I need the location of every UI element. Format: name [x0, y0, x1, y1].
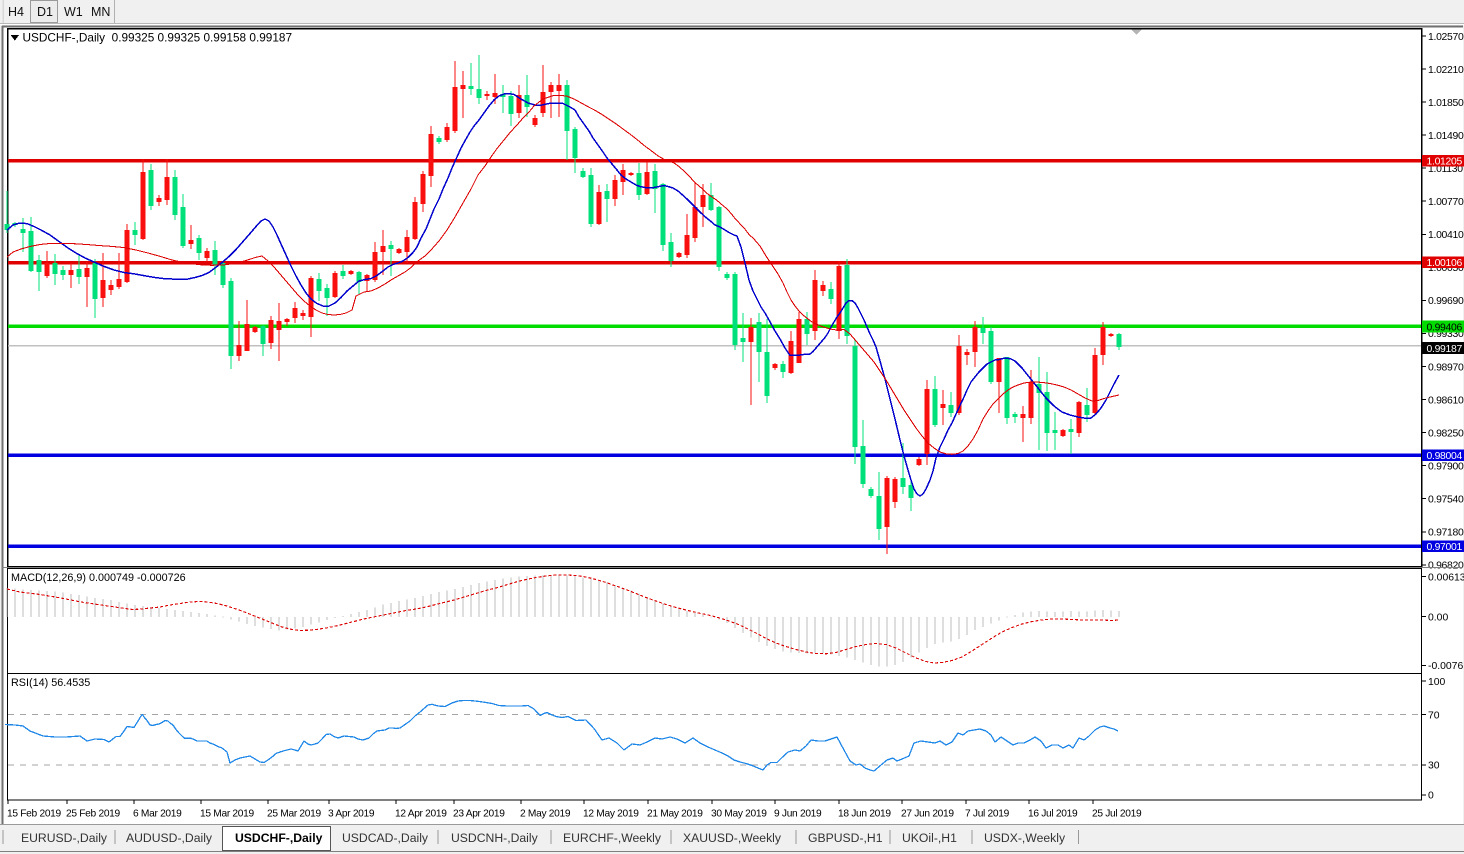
svg-text:GBPUSD-,H1: GBPUSD-,H1 — [808, 831, 883, 845]
svg-text:USDCHF-,Daily 0.99325 0.99325: USDCHF-,Daily 0.99325 0.99325 0.99158 0.… — [23, 31, 293, 45]
svg-text:0.97001: 0.97001 — [1427, 542, 1463, 553]
svg-text:USDCNH-,Daily: USDCNH-,Daily — [451, 831, 539, 845]
svg-text:25 Jul 2019: 25 Jul 2019 — [1092, 809, 1142, 820]
svg-text:30 May 2019: 30 May 2019 — [711, 809, 767, 820]
svg-text:1.01205: 1.01205 — [1427, 157, 1463, 168]
svg-text:0.99187: 0.99187 — [1427, 344, 1463, 355]
svg-text:0.99406: 0.99406 — [1427, 322, 1463, 333]
svg-text:UKOil-,H1: UKOil-,H1 — [902, 831, 957, 845]
svg-text:0.97540: 0.97540 — [1428, 495, 1464, 506]
svg-text:0.97900: 0.97900 — [1428, 461, 1464, 472]
svg-text:AUDUSD-,Daily: AUDUSD-,Daily — [126, 831, 213, 845]
svg-text:W1: W1 — [64, 5, 83, 19]
svg-text:12 Apr 2019: 12 Apr 2019 — [395, 809, 447, 820]
svg-text:1.01130: 1.01130 — [1428, 164, 1463, 175]
svg-text:0.00613: 0.00613 — [1428, 573, 1464, 584]
svg-text:USDCHF-,Daily: USDCHF-,Daily — [235, 831, 323, 845]
svg-text:0.98004: 0.98004 — [1427, 451, 1463, 462]
svg-text:70: 70 — [1428, 710, 1440, 721]
svg-text:16 Jul 2019: 16 Jul 2019 — [1028, 809, 1078, 820]
svg-text:-0.007612: -0.007612 — [1428, 661, 1464, 672]
svg-text:15 Feb 2019: 15 Feb 2019 — [7, 809, 62, 820]
svg-text:100: 100 — [1428, 677, 1446, 688]
svg-text:0.96820: 0.96820 — [1428, 561, 1464, 572]
svg-text:0.99690: 0.99690 — [1428, 296, 1464, 307]
svg-text:12 May 2019: 12 May 2019 — [583, 809, 639, 820]
svg-text:0.99330: 0.99330 — [1428, 329, 1464, 340]
svg-text:27 Jun 2019: 27 Jun 2019 — [901, 809, 954, 820]
svg-text:0: 0 — [1428, 791, 1434, 802]
svg-text:0.98250: 0.98250 — [1428, 428, 1464, 439]
svg-text:6 Mar 2019: 6 Mar 2019 — [133, 809, 182, 820]
svg-text:RSI(14) 56.4535: RSI(14) 56.4535 — [11, 677, 90, 689]
svg-text:1.00410: 1.00410 — [1428, 230, 1464, 241]
svg-text:MN: MN — [91, 5, 110, 19]
svg-text:18 Jun 2019: 18 Jun 2019 — [838, 809, 891, 820]
svg-text:3 Apr 2019: 3 Apr 2019 — [328, 809, 375, 820]
svg-text:H4: H4 — [8, 5, 24, 19]
svg-text:USDCAD-,Daily: USDCAD-,Daily — [342, 831, 429, 845]
svg-text:0.00: 0.00 — [1428, 613, 1448, 624]
svg-text:XAUUSD-,Weekly: XAUUSD-,Weekly — [683, 831, 782, 845]
svg-text:7 Jul 2019: 7 Jul 2019 — [965, 809, 1010, 820]
svg-text:1.00050: 1.00050 — [1428, 263, 1464, 274]
svg-text:1.02210: 1.02210 — [1428, 65, 1464, 76]
svg-text:1.02570: 1.02570 — [1428, 32, 1464, 43]
svg-text:23 Apr 2019: 23 Apr 2019 — [453, 809, 505, 820]
svg-text:1.01490: 1.01490 — [1428, 131, 1464, 142]
svg-text:9 Jun 2019: 9 Jun 2019 — [774, 809, 822, 820]
svg-text:1.01850: 1.01850 — [1428, 98, 1464, 109]
svg-text:21 May 2019: 21 May 2019 — [647, 809, 703, 820]
svg-text:25 Feb 2019: 25 Feb 2019 — [66, 809, 121, 820]
svg-text:25 Mar 2019: 25 Mar 2019 — [267, 809, 322, 820]
svg-text:MACD(12,26,9) 0.000749 -0.0007: MACD(12,26,9) 0.000749 -0.000726 — [11, 572, 186, 584]
svg-text:0.98970: 0.98970 — [1428, 362, 1464, 373]
svg-text:USDX-,Weekly: USDX-,Weekly — [984, 831, 1066, 845]
svg-text:EURUSD-,Daily: EURUSD-,Daily — [21, 831, 108, 845]
svg-text:EURCHF-,Weekly: EURCHF-,Weekly — [563, 831, 662, 845]
svg-text:15 Mar 2019: 15 Mar 2019 — [200, 809, 255, 820]
svg-text:1.00106: 1.00106 — [1427, 258, 1463, 269]
svg-text:D1: D1 — [37, 5, 53, 19]
svg-text:0.98610: 0.98610 — [1428, 395, 1464, 406]
svg-text:1.00770: 1.00770 — [1428, 197, 1464, 208]
svg-text:30: 30 — [1428, 761, 1440, 772]
svg-text:0.97180: 0.97180 — [1428, 528, 1464, 539]
svg-text:2 May 2019: 2 May 2019 — [520, 809, 571, 820]
